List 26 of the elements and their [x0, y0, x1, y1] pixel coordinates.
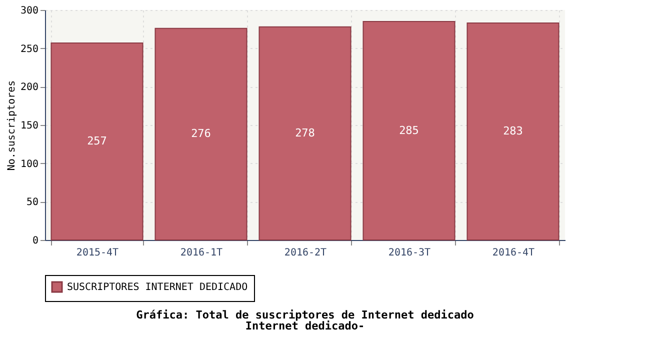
bar — [154, 28, 248, 240]
data-label: 285 — [399, 124, 419, 137]
x-tick-label: 2015-4T — [76, 248, 119, 258]
data-label: 278 — [295, 126, 315, 140]
y-tick-label: 0 — [32, 236, 38, 246]
y-tick-label: 150 — [20, 120, 38, 132]
bar — [362, 21, 456, 240]
text: Gráfica: Total de suscriptores de Internet dedicado — [136, 308, 474, 322]
y-tick-label: 300 — [20, 6, 38, 16]
y-tick-label: 200 — [20, 82, 38, 94]
data-label: 276 — [191, 127, 211, 140]
data-label: 257 — [87, 134, 107, 148]
bar — [466, 22, 560, 240]
y-axis-title: No.suscriptores — [6, 80, 18, 171]
bar — [258, 26, 352, 240]
bar — [50, 42, 144, 240]
text: Internet dedicado- — [245, 320, 365, 332]
x-tick-label: 2016-1T — [180, 248, 223, 258]
y-tick-label: 100 — [20, 158, 38, 170]
x-tick-label: 2016-3T — [388, 248, 431, 258]
x-tick-label: 2016-4T — [492, 248, 535, 258]
y-tick-label: 250 — [20, 44, 38, 55]
y-tick-label: 50 — [26, 197, 38, 208]
x-tick-label: 2016-2T — [284, 248, 327, 258]
data-label: 283 — [503, 124, 523, 138]
legend-label: SUSCRIPTORES INTERNET DEDICADO — [67, 282, 248, 293]
